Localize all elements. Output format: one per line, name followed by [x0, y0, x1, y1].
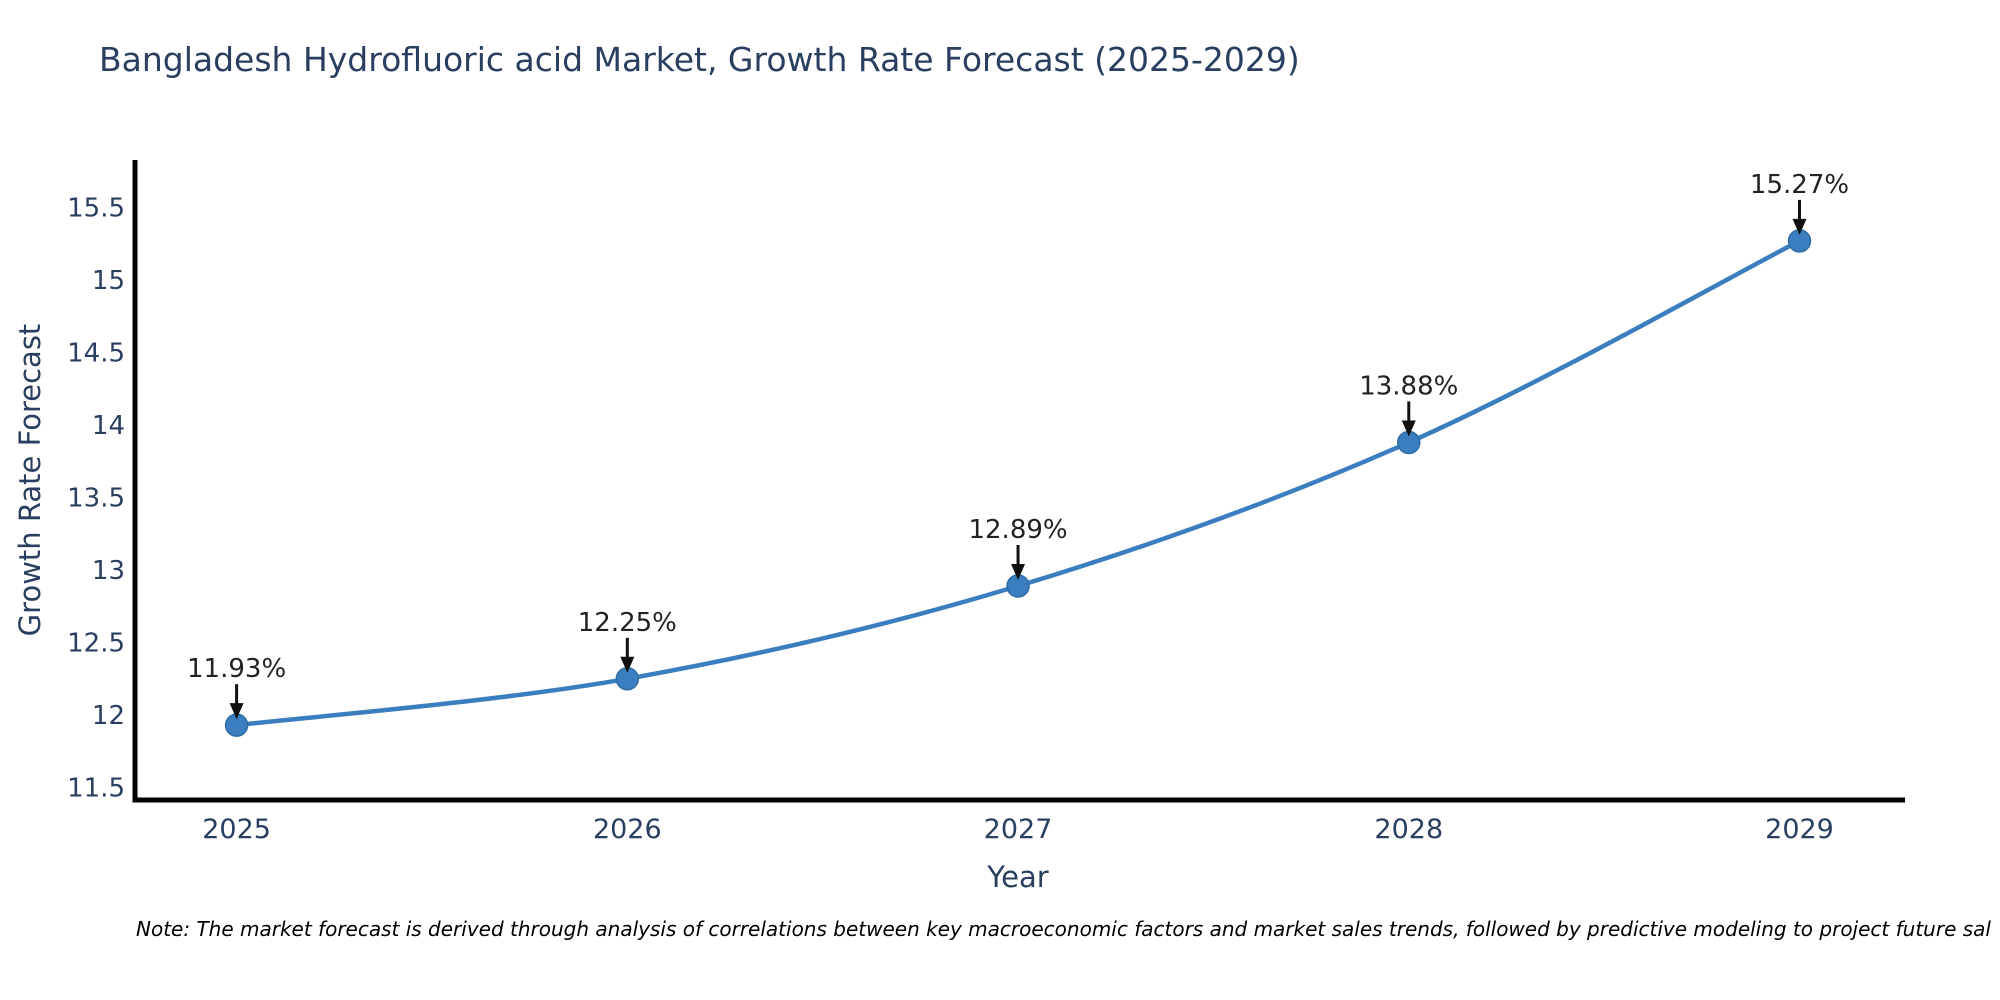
footnote: Note: The market forecast is derived thr…: [136, 917, 1991, 941]
x-tick-label: 2027: [984, 814, 1053, 845]
y-tick-label: 13.5: [67, 484, 125, 514]
annotation-label: 13.88%: [1359, 371, 1458, 401]
y-tick-label: 14: [92, 411, 125, 441]
annotation-label: 11.93%: [187, 654, 286, 684]
annotation-arrowhead: [229, 703, 244, 720]
y-tick-label: 15: [92, 266, 125, 296]
annotation-arrowhead: [1792, 218, 1807, 235]
y-tick-label: 11.5: [67, 774, 125, 804]
y-tick-label: 12: [92, 701, 125, 731]
y-tick-label: 14.5: [67, 339, 125, 369]
annotation-arrowhead: [1401, 420, 1416, 437]
series-line: [234, 238, 1802, 728]
x-axis-title: Year: [987, 860, 1049, 894]
y-tick-label: 12.5: [67, 629, 125, 659]
x-tick-label: 2026: [593, 814, 662, 845]
x-tick-label: 2029: [1765, 814, 1834, 845]
axis-spines: [132, 160, 1905, 803]
y-axis-title: Growth Rate Forecast: [13, 323, 47, 637]
y-tick-label: 13: [92, 556, 125, 586]
annotation-label: 12.25%: [578, 608, 677, 638]
chart-title: Bangladesh Hydrofluoric acid Market, Gro…: [99, 40, 1300, 79]
x-tick-label: 2028: [1374, 814, 1443, 845]
y-tick-label: 15.5: [67, 194, 125, 224]
x-tick-label: 2025: [202, 814, 271, 845]
annotation-arrowhead: [1011, 563, 1026, 580]
annotation-arrowhead: [620, 656, 635, 673]
annotation-label: 15.27%: [1750, 170, 1849, 200]
annotation-label: 12.89%: [968, 515, 1067, 545]
